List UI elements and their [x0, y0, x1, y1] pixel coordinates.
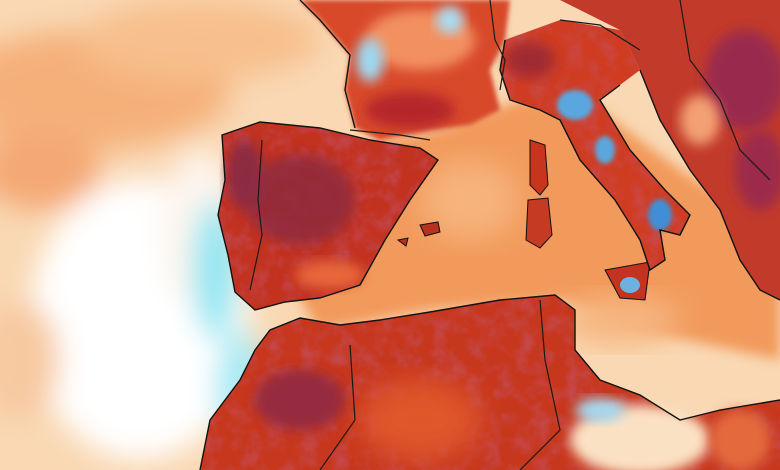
alps-border: [559, 19, 641, 51]
tunisia-border: [519, 299, 561, 470]
italy: [499, 20, 691, 272]
italy-coast: [499, 39, 691, 272]
africa-coast: [199, 294, 780, 470]
portugal-border: [249, 139, 263, 291]
pyrenees-border: [349, 129, 431, 141]
france: [300, 0, 510, 140]
iberia-coast: [217, 121, 439, 311]
borders: [299, 0, 771, 181]
north-africa: [199, 294, 780, 470]
balkans: [560, 0, 780, 301]
balkan-coast: [639, 69, 780, 301]
iberia: [217, 121, 439, 311]
balkan-border: [679, 0, 771, 181]
france-italy-border: [489, 0, 506, 91]
islands: [396, 139, 651, 301]
france-coast: [299, 0, 356, 129]
morocco-border: [319, 344, 356, 470]
